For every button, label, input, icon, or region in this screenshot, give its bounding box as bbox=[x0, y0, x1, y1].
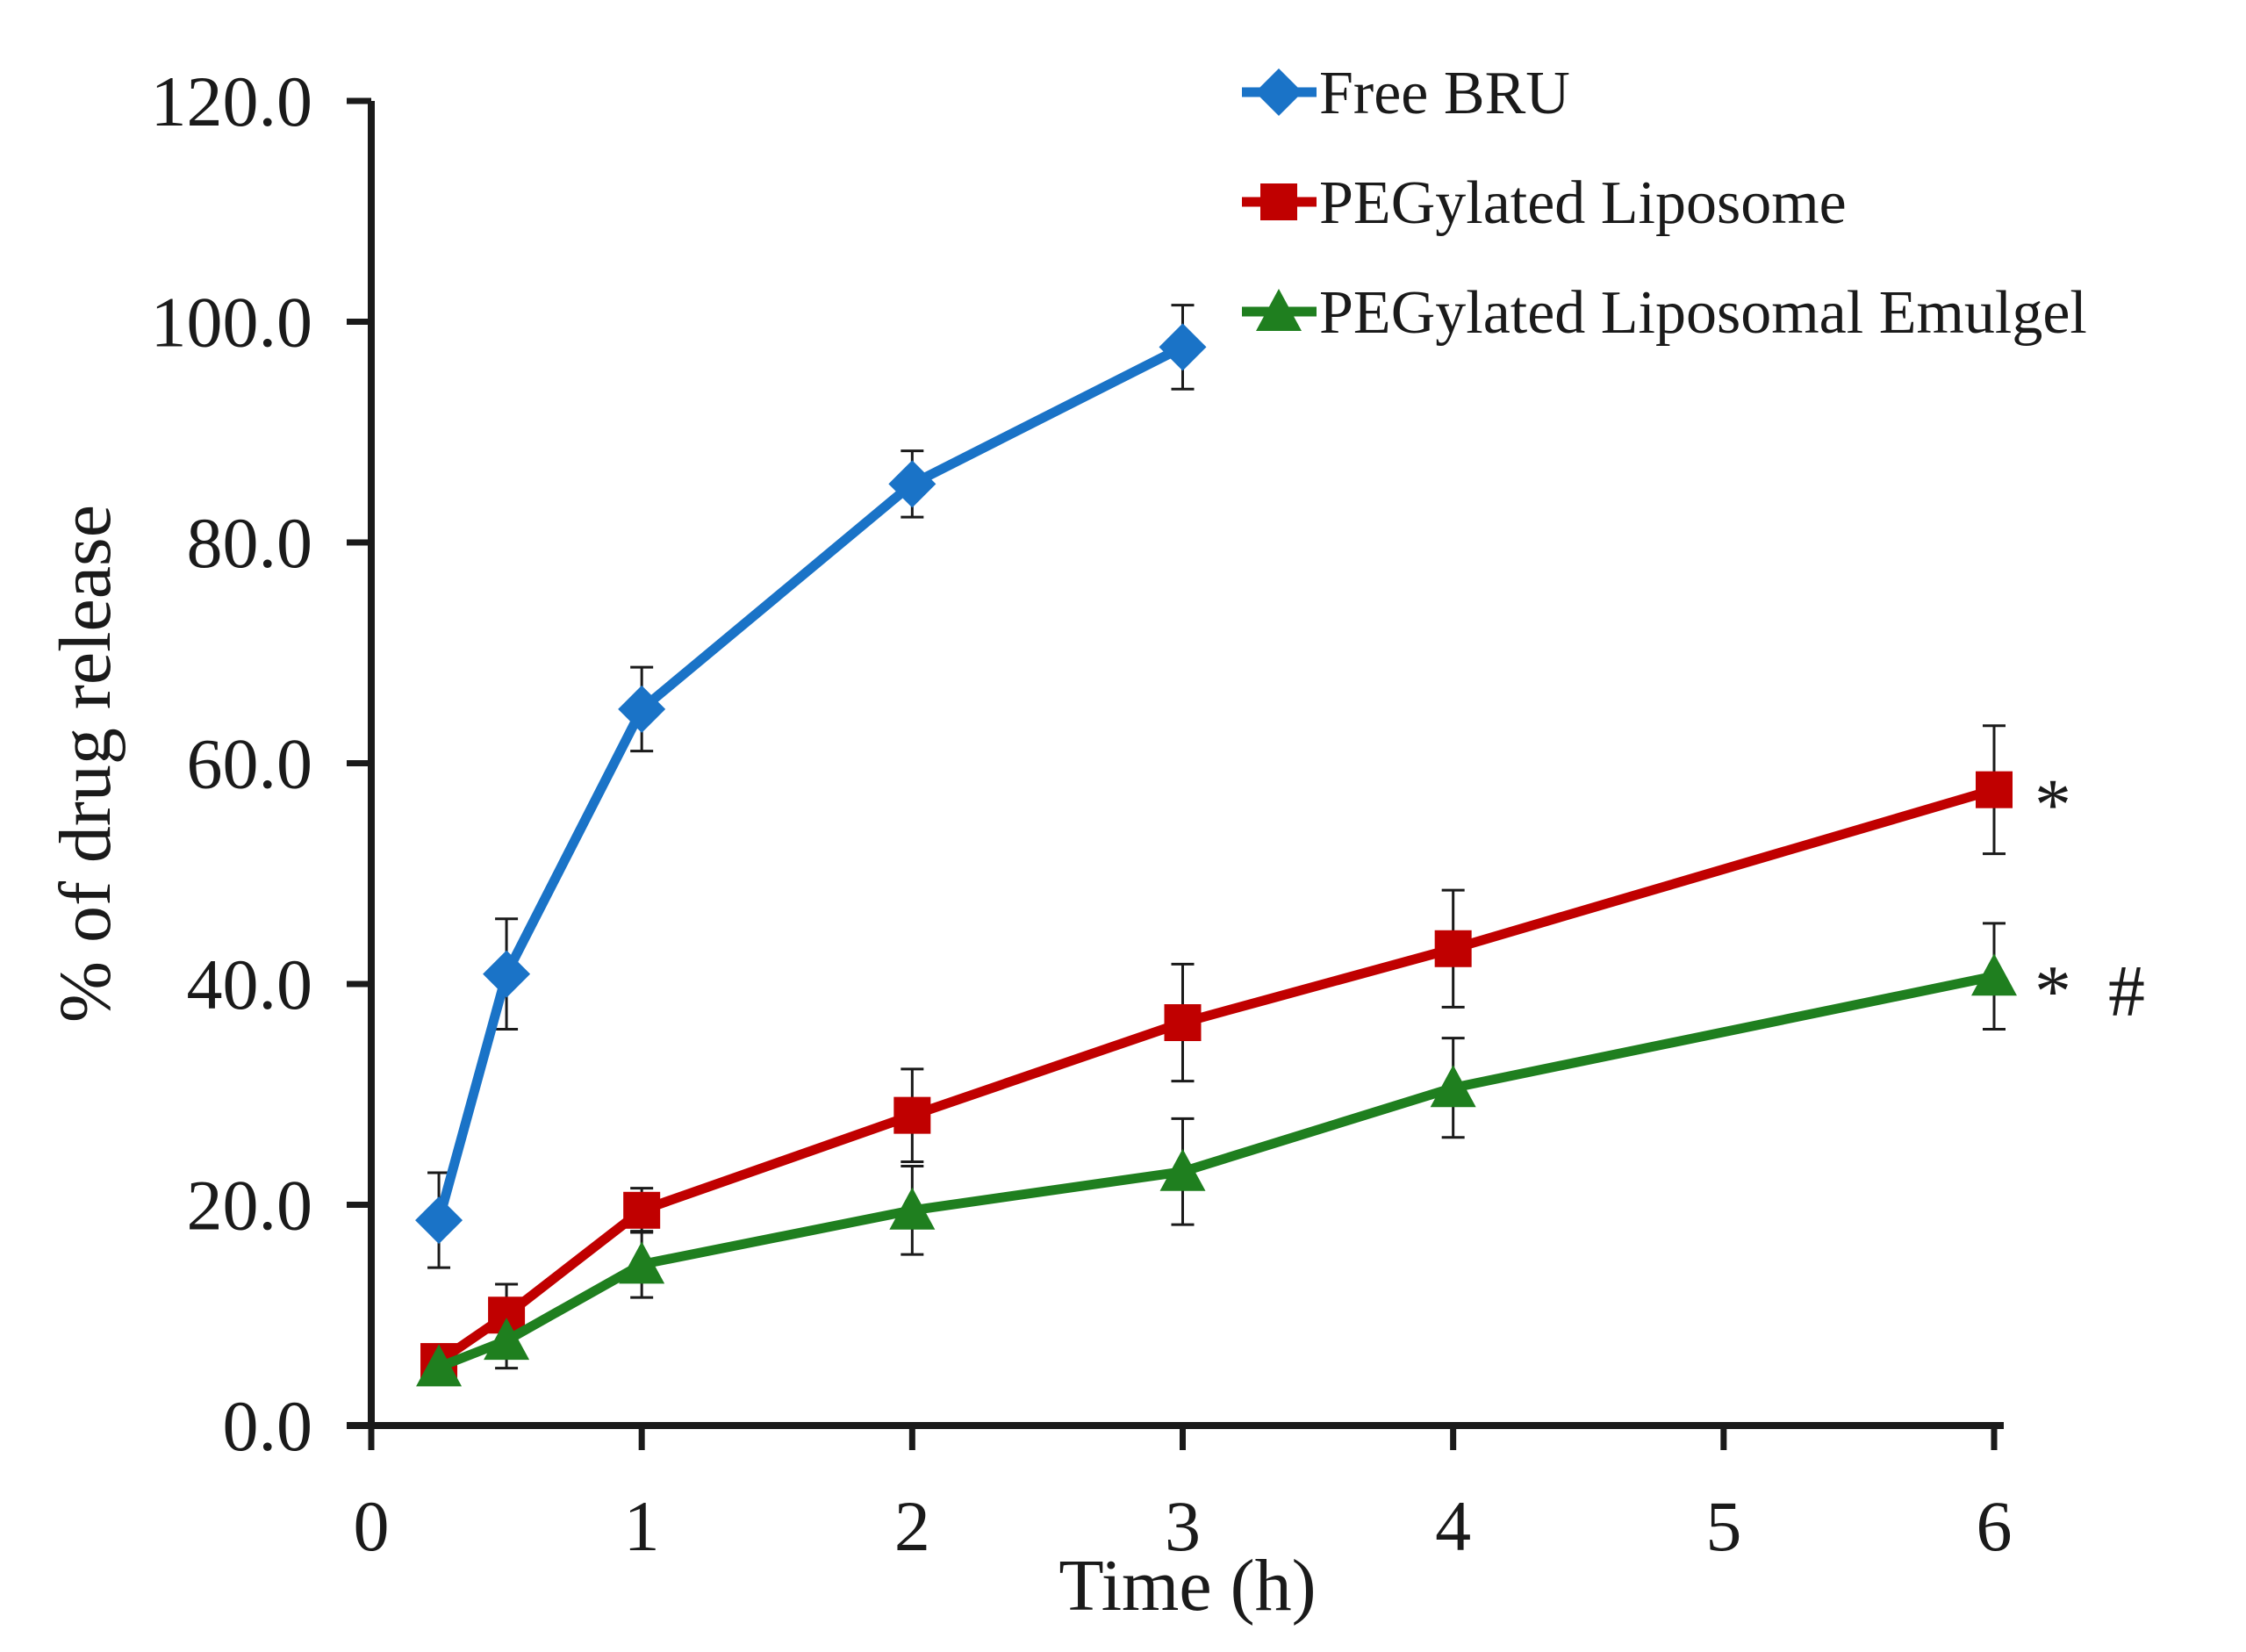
data-point-pegylated-liposomal-emulgel bbox=[484, 1318, 530, 1361]
x-tick-label: 5 bbox=[1705, 1486, 1741, 1566]
data-series bbox=[415, 323, 2017, 1387]
data-point-pegylated-liposomal-emulgel bbox=[1971, 953, 2017, 996]
data-point-free-bru bbox=[618, 685, 666, 733]
significance-marker: * bbox=[2034, 765, 2071, 846]
y-tick-label: 0.0 bbox=[223, 1386, 313, 1466]
data-point-free-bru bbox=[483, 950, 531, 998]
data-point-pegylated-liposomal-emulgel bbox=[619, 1241, 665, 1284]
data-point-pegylated-liposome bbox=[1164, 1004, 1202, 1042]
error-bars bbox=[427, 304, 2006, 1382]
data-point-pegylated-liposome bbox=[623, 1191, 661, 1229]
legend-marker-pegylated-liposome bbox=[1260, 183, 1297, 220]
y-tick-label: 80.0 bbox=[187, 503, 313, 583]
legend: Free BRU PEGylated Liposome PEGylated Lipo… bbox=[1242, 60, 2087, 347]
legend-label-pegylated-liposome: PEGylated Liposome bbox=[1319, 169, 1847, 237]
x-tick-label: 2 bbox=[894, 1486, 930, 1566]
y-tick-label: 100.0 bbox=[151, 283, 313, 363]
data-point-free-bru bbox=[415, 1196, 463, 1245]
data-point-pegylated-liposomal-emulgel bbox=[1159, 1148, 1206, 1191]
data-point-pegylated-liposome bbox=[893, 1096, 931, 1134]
data-point-pegylated-liposome bbox=[1976, 771, 2013, 808]
legend-marker-free-bru bbox=[1255, 68, 1302, 116]
series-line-pegylated-liposome bbox=[435, 785, 1996, 1366]
significance-annotations: * * # bbox=[2034, 765, 2145, 1033]
legend-marker-pegylated-liposomal-emulgel bbox=[1256, 289, 1302, 331]
y-tick-label: 40.0 bbox=[187, 945, 313, 1024]
series-line-pegylated-liposomal-emulgel bbox=[437, 971, 1996, 1372]
legend-label-pegylated-liposomal-emulgel: PEGylated Liposomal Emulgel bbox=[1319, 279, 2087, 347]
series-line-free-bru bbox=[434, 342, 1185, 1222]
y-tick-label: 60.0 bbox=[187, 724, 313, 804]
axis-ticks: 0.0 20.0 40.0 60.0 80.0 100.0 120.0 0 1 2 3 4 5 6 bbox=[151, 61, 2013, 1566]
y-axis-title: % of drug release bbox=[45, 505, 126, 1023]
data-point-free-bru bbox=[888, 460, 936, 508]
data-point-free-bru bbox=[1159, 323, 1207, 371]
data-point-pegylated-liposomal-emulgel bbox=[416, 1344, 463, 1387]
x-tick-label: 6 bbox=[1977, 1486, 2013, 1566]
x-tick-label: 1 bbox=[624, 1486, 660, 1566]
x-tick-label: 3 bbox=[1165, 1486, 1201, 1566]
legend-label-free-bru: Free BRU bbox=[1319, 60, 1570, 127]
significance-marker: * # bbox=[2034, 951, 2145, 1032]
x-tick-label: 0 bbox=[354, 1486, 390, 1566]
y-tick-label: 120.0 bbox=[151, 61, 313, 141]
x-axis-title: Time (h) bbox=[1058, 1545, 1316, 1627]
x-tick-label: 4 bbox=[1435, 1486, 1471, 1566]
y-tick-label: 20.0 bbox=[187, 1166, 313, 1246]
data-point-pegylated-liposomal-emulgel bbox=[889, 1187, 936, 1230]
data-point-pegylated-liposome bbox=[1434, 930, 1472, 967]
data-point-pegylated-liposomal-emulgel bbox=[1430, 1065, 1476, 1108]
